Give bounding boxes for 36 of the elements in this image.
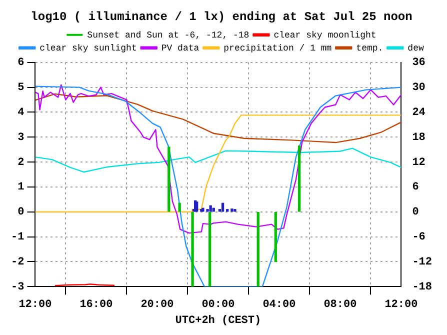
x-axis-title: UTC+2h (CEST) [175, 315, 262, 328]
chart-title: log10 ( illuminance / 1 lx) ending at Sat Jul 25 noon [30, 10, 412, 24]
y2-tick-label: 36 [412, 57, 426, 70]
y2-tick-label: 18 [412, 132, 426, 144]
y2-tick-label: -6 [412, 232, 426, 244]
y-tick-label: -3 [11, 281, 25, 294]
x-tick-label: 12:00 [18, 298, 52, 311]
legend-label: clear sky sunlight [40, 43, 137, 54]
y2-tick-label: 0 [412, 206, 419, 219]
y2-tick-label: -12 [412, 256, 432, 268]
x-tick-label: 04:00 [262, 298, 296, 311]
y2-tick-label: -18 [412, 281, 432, 294]
legend-label: temp. [356, 43, 384, 54]
x-tick-label: 16:00 [80, 298, 113, 311]
legend-label: Sunset and Sun at -6, -12, -18 [87, 30, 250, 40]
y2-tick-label: 12 [412, 156, 426, 169]
y2-tick-label: 6 [412, 182, 419, 194]
x-tick-label: 08:00 [324, 298, 357, 311]
y-tick-label: 6 [18, 57, 24, 70]
y-tick-label: 1 [18, 182, 25, 194]
legend-label: PV data [161, 43, 200, 54]
x-tick-label: 20:00 [140, 298, 174, 311]
y-tick-label: 3 [18, 132, 25, 144]
legend-label: clear sky moonlight [274, 30, 376, 40]
y2-tick-label: 30 [412, 82, 426, 94]
legend-label: precipitation / 1 mm [224, 43, 332, 54]
y2-tick-label: 24 [412, 106, 426, 119]
x-tick-label: 12:00 [384, 298, 418, 311]
y-tick-label: -2 [11, 256, 24, 268]
y-tick-label: 2 [18, 156, 24, 169]
legend-label: dew [408, 43, 424, 54]
x-tick-label: 00:00 [202, 298, 235, 311]
y-tick-label: 0 [18, 206, 24, 219]
y-tick-label: 5 [18, 82, 25, 94]
y-tick-label: -1 [11, 232, 25, 244]
y-tick-label: 4 [18, 106, 25, 119]
